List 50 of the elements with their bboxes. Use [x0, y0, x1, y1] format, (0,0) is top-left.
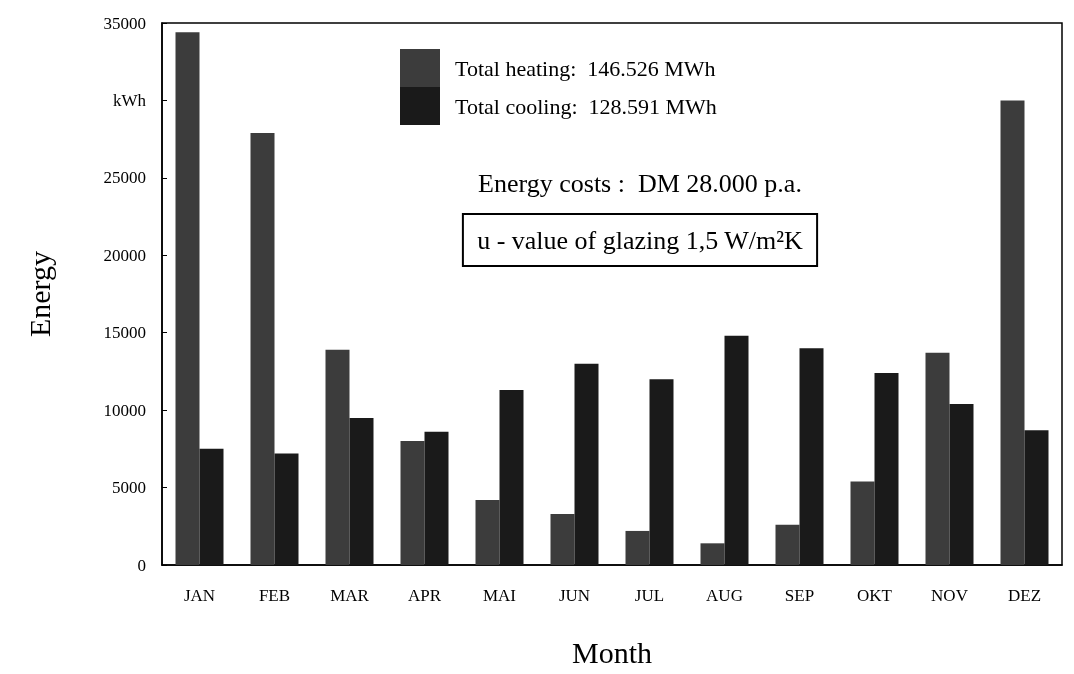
bar [724, 335, 749, 565]
annotation: Energy costs : DM 28.000 p.a. [478, 168, 802, 198]
bar [1024, 430, 1049, 565]
bar [199, 448, 224, 565]
x-tick-label: MAR [330, 586, 370, 605]
bar [574, 363, 599, 565]
x-tick-label: JUL [634, 586, 665, 605]
x-tick-label: JUN [558, 586, 591, 605]
bar [949, 403, 974, 565]
bar [250, 132, 275, 565]
bar [325, 349, 350, 565]
y-tick-label: 20000 [103, 245, 146, 265]
x-tick-label: DEZ [1007, 586, 1042, 605]
x-tick-label: NOV [931, 586, 969, 605]
x-tick-label: AUG [706, 586, 743, 605]
x-tick-label: APR [407, 586, 442, 605]
y-tick-label: 0 [137, 555, 146, 575]
x-tick-label: SEP [784, 586, 815, 605]
bar [850, 481, 875, 565]
bar [349, 417, 374, 565]
y-axis-title: Energy [22, 250, 56, 338]
x-tick-label: MAI [482, 586, 517, 605]
bar [775, 524, 800, 565]
annotation: u - value of glazing 1,5 W/m²K [477, 225, 804, 255]
legend-label: Total cooling: 128.591 MWh [455, 93, 717, 119]
bar [550, 513, 575, 565]
y-tick-label: 25000 [103, 168, 146, 188]
x-tick-label: FEB [258, 586, 291, 605]
bar [175, 32, 200, 565]
x-tick-label: OKT [857, 586, 893, 605]
x-tick-label: JAN [183, 586, 216, 605]
bar [424, 431, 449, 565]
x-axis-title: Month [571, 635, 653, 669]
bar [1000, 100, 1025, 565]
y-tick-label: kWh [112, 90, 147, 110]
bar [475, 499, 500, 565]
bar [700, 543, 725, 565]
bar [400, 441, 425, 565]
bar [925, 352, 950, 565]
bar [499, 390, 524, 565]
y-tick-label: 15000 [103, 323, 146, 343]
y-tick-label: 35000 [103, 13, 146, 33]
legend-label: Total heating: 146.526 MWh [455, 55, 716, 81]
bar [649, 379, 674, 565]
bar [874, 372, 899, 565]
bar [799, 348, 824, 565]
bar [274, 453, 299, 565]
bar [625, 530, 650, 565]
y-tick-label: 5000 [112, 478, 146, 498]
y-tick-label: 10000 [103, 400, 146, 420]
